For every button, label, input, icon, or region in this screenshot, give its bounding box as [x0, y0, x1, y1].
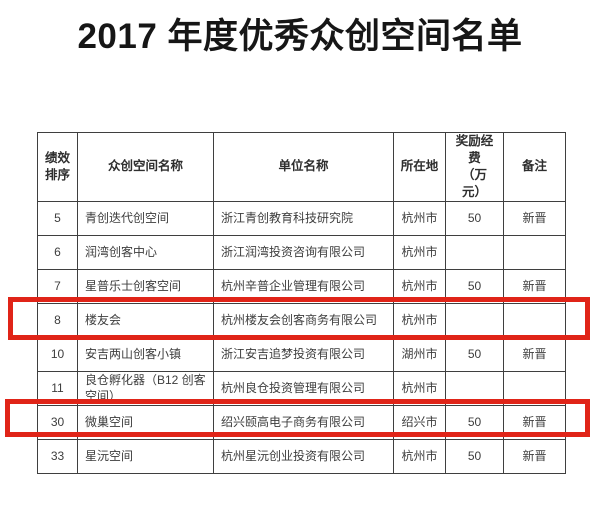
- cell-rank: 11: [37, 370, 78, 406]
- cell-award: 50: [445, 404, 504, 440]
- col-header-note: 备注: [503, 132, 566, 202]
- cell-company: 浙江安吉追梦投资有限公司: [213, 336, 394, 372]
- cell-rank: 7: [37, 268, 78, 304]
- table-row: 11 良仓孵化器（B12 创客空间） 杭州良仓投资管理有限公司 杭州市: [37, 370, 566, 406]
- cell-rank: 8: [37, 302, 78, 338]
- cell-location: 杭州市: [393, 200, 446, 236]
- cell-note: 新晋: [503, 438, 566, 474]
- col-header-location: 所在地: [393, 132, 446, 202]
- table-row: 10 安吉两山创客小镇 浙江安吉追梦投资有限公司 湖州市 50 新晋: [37, 336, 566, 372]
- cell-rank: 6: [37, 234, 78, 270]
- cell-space: 安吉两山创客小镇: [77, 336, 214, 372]
- cell-location: 湖州市: [393, 336, 446, 372]
- cell-award: 50: [445, 200, 504, 236]
- cell-award: 50: [445, 268, 504, 304]
- cell-note: [503, 370, 566, 406]
- cell-space: 微巢空间: [77, 404, 214, 440]
- cell-location: 杭州市: [393, 438, 446, 474]
- cell-company: 杭州辛普企业管理有限公司: [213, 268, 394, 304]
- cell-note: [503, 234, 566, 270]
- cell-award: 50: [445, 438, 504, 474]
- table-row-highlighted: 8 楼友会 杭州楼友会创客商务有限公司 杭州市: [37, 302, 566, 338]
- cell-company: 杭州楼友会创客商务有限公司: [213, 302, 394, 338]
- cell-company: 浙江润湾投资咨询有限公司: [213, 234, 394, 270]
- cell-note: 新晋: [503, 200, 566, 236]
- cell-space: 星沅空间: [77, 438, 214, 474]
- table-row: 33 星沅空间 杭州星沅创业投资有限公司 杭州市 50 新晋: [37, 438, 566, 474]
- cell-location: 绍兴市: [393, 404, 446, 440]
- cell-rank: 33: [37, 438, 78, 474]
- cell-rank: 10: [37, 336, 78, 372]
- col-header-rank: 绩效 排序: [37, 132, 78, 202]
- cell-space: 楼友会: [77, 302, 214, 338]
- cell-company: 杭州良仓投资管理有限公司: [213, 370, 394, 406]
- cell-location: 杭州市: [393, 302, 446, 338]
- cell-space: 良仓孵化器（B12 创客空间）: [77, 370, 214, 406]
- cell-company: 浙江青创教育科技研究院: [213, 200, 394, 236]
- cell-note: 新晋: [503, 268, 566, 304]
- cell-rank: 30: [37, 404, 78, 440]
- cell-award: 50: [445, 336, 504, 372]
- cell-location: 杭州市: [393, 370, 446, 406]
- cell-company: 绍兴颐高电子商务有限公司: [213, 404, 394, 440]
- cell-award: [445, 302, 504, 338]
- page-title: 2017 年度优秀众创空间名单: [77, 17, 523, 56]
- cell-space: 星普乐士创客空间: [77, 268, 214, 304]
- cell-note: 新晋: [503, 404, 566, 440]
- table-row: 6 润湾创客中心 浙江润湾投资咨询有限公司 杭州市: [37, 234, 566, 270]
- cell-space: 润湾创客中心: [77, 234, 214, 270]
- cell-company: 杭州星沅创业投资有限公司: [213, 438, 394, 474]
- table-header-row: 绩效 排序 众创空间名称 单位名称 所在地 奖励经 费 （万 元） 备注: [37, 132, 566, 202]
- cell-space: 青创迭代创空间: [77, 200, 214, 236]
- cell-note: 新晋: [503, 336, 566, 372]
- col-header-company: 单位名称: [213, 132, 394, 202]
- cell-rank: 5: [37, 200, 78, 236]
- col-header-space: 众创空间名称: [77, 132, 214, 202]
- space-list-table: 绩效 排序 众创空间名称 单位名称 所在地 奖励经 费 （万 元） 备注 5 青…: [37, 132, 566, 474]
- cell-award: [445, 370, 504, 406]
- cell-location: 杭州市: [393, 234, 446, 270]
- col-header-award: 奖励经 费 （万 元）: [445, 132, 504, 202]
- cell-note: [503, 302, 566, 338]
- cell-location: 杭州市: [393, 268, 446, 304]
- cell-award: [445, 234, 504, 270]
- table-row: 5 青创迭代创空间 浙江青创教育科技研究院 杭州市 50 新晋: [37, 200, 566, 236]
- table-row: 7 星普乐士创客空间 杭州辛普企业管理有限公司 杭州市 50 新晋: [37, 268, 566, 304]
- table-row-highlighted: 30 微巢空间 绍兴颐高电子商务有限公司 绍兴市 50 新晋: [37, 404, 566, 440]
